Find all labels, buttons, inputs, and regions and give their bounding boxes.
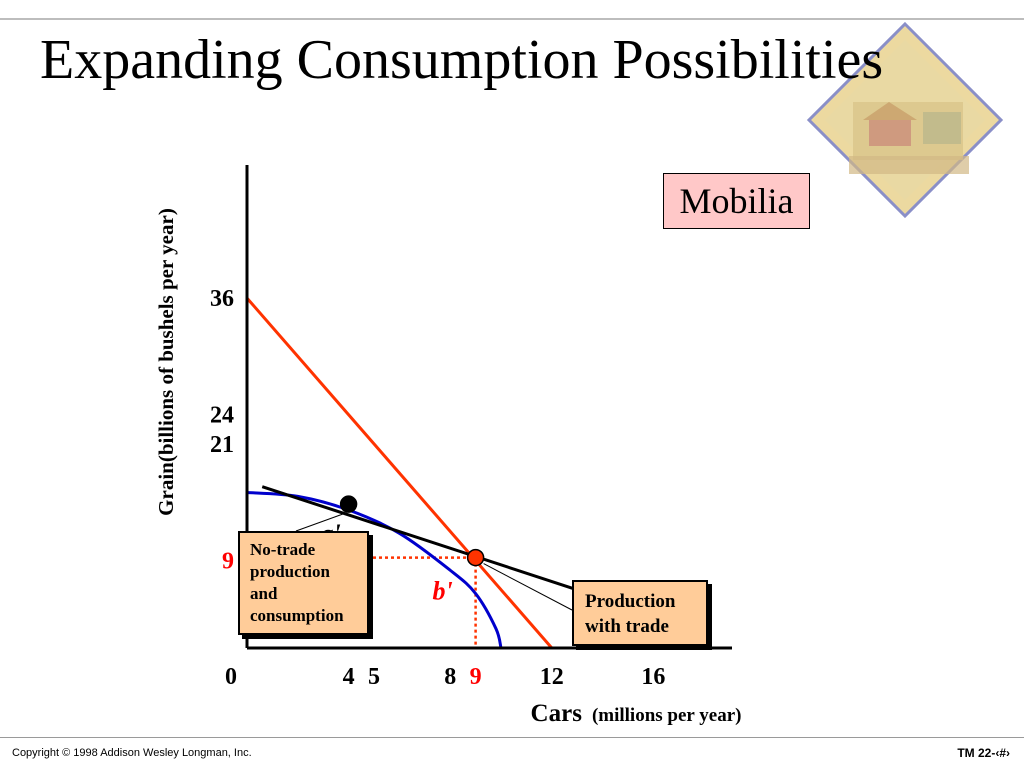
y-axis-label: Grain(billions of bushels per year) — [154, 208, 178, 516]
x-tick-label: 9 — [470, 664, 482, 690]
y-tick-label: 36 — [210, 286, 234, 312]
callout-no-trade: No-trade production and consumption — [238, 531, 369, 635]
callout-no-trade-line: consumption — [250, 606, 344, 626]
callout-no-trade-line: and — [250, 584, 278, 604]
x-tick-label: 4 — [343, 664, 355, 690]
callout-with-trade-line: with trade — [585, 615, 669, 637]
x-axis-label-unit: (millions per year) — [592, 705, 742, 726]
data-point-label: b' — [432, 577, 452, 606]
x-tick-label: 16 — [641, 664, 665, 690]
slide-title: Expanding Consumption Possibilities — [40, 29, 884, 91]
top-rule — [0, 18, 1024, 20]
country-label: Mobilia — [663, 173, 810, 229]
x-tick-label: 5 — [368, 664, 380, 690]
x-tick-label: 0 — [225, 664, 237, 690]
series-layer — [245, 297, 581, 649]
leader-line-with-trade — [483, 563, 573, 611]
x-axis-label-main: Cars — [531, 700, 583, 727]
data-point-1 — [466, 548, 485, 567]
callout-leaders — [295, 513, 573, 611]
series-line-1 — [245, 297, 553, 649]
callout-no-trade-line: production — [250, 562, 330, 582]
footer-rule — [0, 737, 1024, 738]
x-axis-label: Cars (millions per year) — [531, 700, 742, 727]
guide-lines — [373, 556, 477, 648]
callout-with-trade: Production with trade — [572, 580, 708, 646]
data-point-0 — [339, 495, 358, 513]
y-tick-label: 9 — [222, 549, 234, 575]
series-line-2 — [261, 485, 581, 593]
decorative-farm-diamond — [806, 21, 1004, 219]
copyright-text: Copyright © 1998 Addison Wesley Longman,… — [12, 747, 252, 759]
leader-line-no-trade — [295, 513, 343, 532]
x-tick-label: 8 — [444, 664, 456, 690]
x-tick-label: 12 — [540, 664, 564, 690]
callout-no-trade-line: No-trade — [250, 540, 316, 559]
callout-with-trade-line: Production — [585, 591, 676, 612]
y-tick-label: 21 — [210, 432, 234, 458]
series-line-0 — [246, 490, 503, 649]
y-tick-label: 24 — [210, 403, 234, 429]
page-tag: TM 22-‹#› — [957, 746, 1010, 760]
